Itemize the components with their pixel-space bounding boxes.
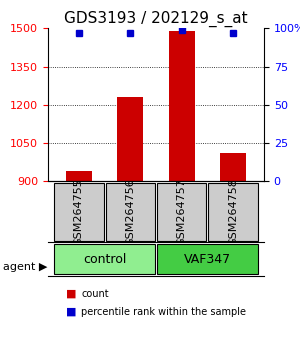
Title: GDS3193 / 202129_s_at: GDS3193 / 202129_s_at xyxy=(64,11,248,27)
Bar xyxy=(169,31,195,181)
Text: ■: ■ xyxy=(66,289,76,299)
Text: GSM264757: GSM264757 xyxy=(177,178,187,246)
Text: count: count xyxy=(81,289,109,299)
FancyBboxPatch shape xyxy=(208,183,258,241)
Text: GSM264756: GSM264756 xyxy=(125,178,135,246)
Text: GSM264758: GSM264758 xyxy=(228,178,238,246)
Text: ■: ■ xyxy=(66,307,76,316)
Text: percentile rank within the sample: percentile rank within the sample xyxy=(81,307,246,316)
Text: agent ▶: agent ▶ xyxy=(3,262,47,272)
FancyBboxPatch shape xyxy=(54,244,155,274)
Text: VAF347: VAF347 xyxy=(184,253,231,266)
FancyBboxPatch shape xyxy=(106,183,155,241)
Text: control: control xyxy=(83,253,126,266)
FancyBboxPatch shape xyxy=(54,183,104,241)
FancyBboxPatch shape xyxy=(157,244,258,274)
Bar xyxy=(220,153,246,181)
Text: GSM264755: GSM264755 xyxy=(74,178,84,246)
Bar xyxy=(117,97,143,181)
FancyBboxPatch shape xyxy=(157,183,206,241)
Bar xyxy=(66,171,92,181)
